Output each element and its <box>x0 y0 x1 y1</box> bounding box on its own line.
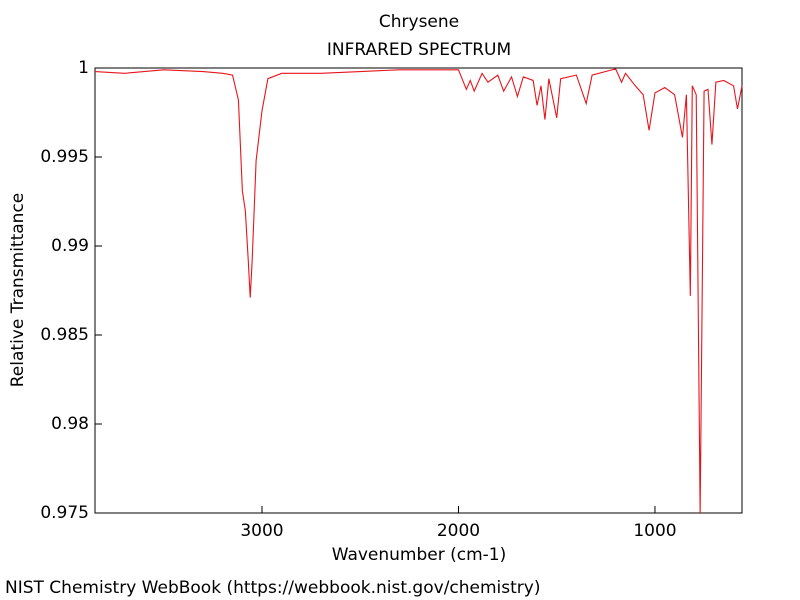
chart-title: Chrysene <box>379 12 459 32</box>
y-tick-label: 0.99 <box>51 236 89 256</box>
plot-frame <box>94 67 743 514</box>
y-tick-label: 0.985 <box>40 325 89 345</box>
spectrum-line <box>94 68 743 514</box>
y-tick-label: 0.98 <box>51 414 89 434</box>
y-tick-label: 0.975 <box>40 503 89 523</box>
y-tick-label: 0.995 <box>40 147 89 167</box>
x-tick-label: 2000 <box>437 521 480 541</box>
y-tick-label: 1 <box>78 58 89 78</box>
x-tick-label: 3000 <box>240 521 283 541</box>
y-axis-label: Relative Transmittance <box>8 193 28 388</box>
x-tick-label: 1000 <box>633 521 676 541</box>
chart-subtitle: INFRARED SPECTRUM <box>327 40 511 60</box>
x-axis-label: Wavenumber (cm-1) <box>332 545 507 565</box>
footer: NIST Chemistry WebBook (https://webbook.… <box>5 578 540 598</box>
